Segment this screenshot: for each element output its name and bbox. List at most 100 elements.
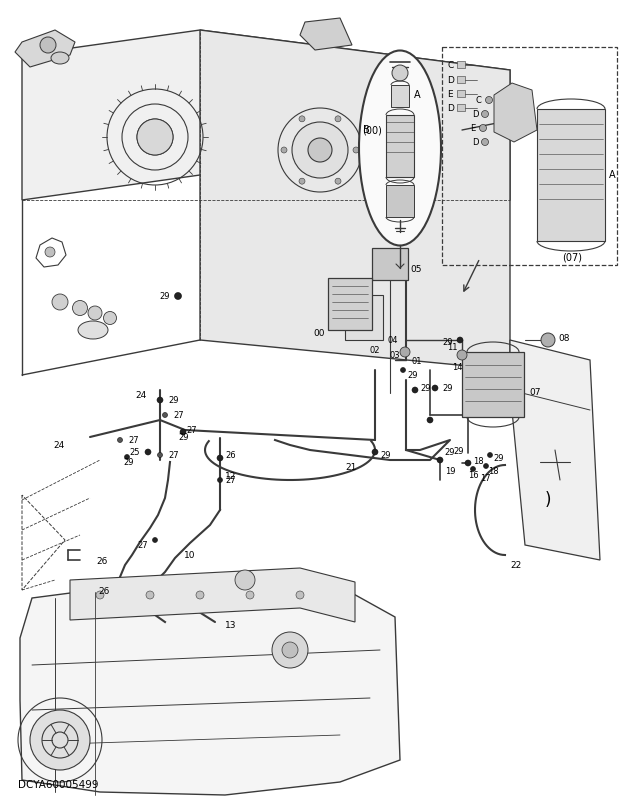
Circle shape bbox=[292, 122, 348, 178]
Polygon shape bbox=[15, 30, 75, 67]
Text: 07: 07 bbox=[529, 387, 541, 396]
Bar bbox=[345, 295, 383, 340]
Bar bbox=[457, 90, 465, 97]
Text: E: E bbox=[470, 124, 476, 132]
Circle shape bbox=[299, 116, 305, 122]
Circle shape bbox=[432, 385, 438, 391]
Circle shape bbox=[157, 397, 163, 403]
Text: (00): (00) bbox=[362, 125, 382, 135]
Text: 29: 29 bbox=[420, 383, 430, 392]
Polygon shape bbox=[22, 30, 510, 200]
Circle shape bbox=[482, 139, 489, 146]
Circle shape bbox=[217, 455, 223, 461]
Text: 27: 27 bbox=[128, 435, 139, 445]
Circle shape bbox=[412, 387, 418, 393]
Circle shape bbox=[457, 350, 467, 360]
Circle shape bbox=[235, 570, 255, 590]
Circle shape bbox=[96, 591, 104, 599]
Text: 24: 24 bbox=[136, 391, 147, 399]
Circle shape bbox=[104, 312, 117, 324]
Text: 10: 10 bbox=[184, 551, 195, 559]
Polygon shape bbox=[494, 83, 537, 142]
Circle shape bbox=[137, 119, 173, 155]
Circle shape bbox=[174, 292, 182, 300]
Text: A: A bbox=[609, 170, 616, 180]
Circle shape bbox=[146, 591, 154, 599]
Circle shape bbox=[88, 306, 102, 320]
Text: 29: 29 bbox=[178, 433, 188, 442]
Circle shape bbox=[282, 642, 298, 658]
Circle shape bbox=[485, 96, 492, 104]
Bar bbox=[391, 85, 409, 107]
Circle shape bbox=[45, 247, 55, 257]
Circle shape bbox=[281, 147, 287, 153]
Text: (07): (07) bbox=[562, 252, 582, 262]
Polygon shape bbox=[20, 580, 400, 795]
Text: 04: 04 bbox=[388, 336, 399, 344]
Bar bbox=[442, 47, 617, 265]
Bar bbox=[386, 185, 414, 217]
Text: 29: 29 bbox=[442, 383, 453, 392]
Text: 18: 18 bbox=[473, 457, 484, 465]
Circle shape bbox=[125, 454, 130, 460]
Text: 29: 29 bbox=[493, 453, 503, 462]
Text: 26: 26 bbox=[225, 450, 236, 460]
Text: 26: 26 bbox=[97, 557, 108, 567]
Circle shape bbox=[180, 429, 186, 435]
Text: D: D bbox=[472, 109, 479, 119]
Text: 18: 18 bbox=[488, 466, 498, 476]
Text: 26: 26 bbox=[99, 587, 110, 596]
Text: 17: 17 bbox=[480, 473, 490, 482]
Text: 21: 21 bbox=[345, 462, 356, 472]
Circle shape bbox=[487, 453, 492, 457]
Text: 27: 27 bbox=[138, 540, 148, 549]
Circle shape bbox=[40, 37, 56, 53]
Circle shape bbox=[335, 179, 341, 184]
Text: 25: 25 bbox=[130, 447, 140, 457]
Circle shape bbox=[73, 300, 87, 316]
Circle shape bbox=[118, 438, 123, 442]
Text: B: B bbox=[363, 125, 370, 135]
Text: C: C bbox=[447, 61, 453, 69]
Text: 27: 27 bbox=[186, 426, 197, 434]
Circle shape bbox=[471, 466, 476, 472]
Circle shape bbox=[30, 710, 90, 770]
Text: 27: 27 bbox=[168, 450, 179, 460]
Text: A: A bbox=[414, 90, 420, 100]
Text: 11: 11 bbox=[447, 343, 458, 351]
Polygon shape bbox=[300, 18, 352, 50]
Bar bbox=[386, 115, 414, 177]
Bar bbox=[328, 278, 372, 330]
Text: C: C bbox=[476, 96, 482, 104]
Text: 02: 02 bbox=[370, 346, 381, 355]
Circle shape bbox=[400, 347, 410, 357]
Polygon shape bbox=[70, 568, 355, 622]
Text: B: B bbox=[619, 115, 620, 125]
Bar bbox=[457, 76, 465, 83]
Text: 29: 29 bbox=[444, 447, 454, 457]
Text: 16: 16 bbox=[468, 470, 479, 480]
Text: 13: 13 bbox=[225, 621, 236, 630]
Circle shape bbox=[246, 591, 254, 599]
Text: D: D bbox=[447, 76, 454, 84]
Ellipse shape bbox=[78, 321, 108, 339]
Text: 08: 08 bbox=[558, 333, 570, 343]
Bar bbox=[372, 248, 408, 280]
Circle shape bbox=[427, 417, 433, 423]
Bar bbox=[457, 61, 465, 68]
Text: ): ) bbox=[545, 491, 551, 509]
Text: 14: 14 bbox=[452, 363, 463, 371]
Circle shape bbox=[308, 138, 332, 162]
Circle shape bbox=[457, 337, 463, 343]
Text: 29: 29 bbox=[453, 446, 464, 456]
Ellipse shape bbox=[359, 50, 441, 245]
Bar bbox=[537, 109, 605, 241]
Text: 05: 05 bbox=[410, 265, 422, 274]
Text: 29: 29 bbox=[159, 292, 170, 300]
Text: 29: 29 bbox=[123, 457, 133, 466]
Circle shape bbox=[196, 591, 204, 599]
Circle shape bbox=[437, 457, 443, 463]
Circle shape bbox=[479, 124, 487, 132]
Bar bbox=[462, 352, 524, 417]
Text: 12: 12 bbox=[225, 472, 236, 481]
